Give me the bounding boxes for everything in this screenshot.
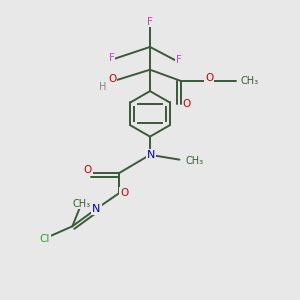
Text: N: N xyxy=(147,150,155,160)
Text: F: F xyxy=(176,55,182,65)
Text: H: H xyxy=(99,82,106,92)
Text: N: N xyxy=(92,204,101,214)
Text: CH₃: CH₃ xyxy=(241,76,259,86)
Text: F: F xyxy=(109,53,115,63)
Text: O: O xyxy=(182,100,191,110)
Text: CH₃: CH₃ xyxy=(185,156,203,166)
Text: O: O xyxy=(205,73,214,83)
Text: O: O xyxy=(120,188,128,198)
Text: F: F xyxy=(147,16,153,26)
Text: Cl: Cl xyxy=(40,234,50,244)
Text: CH₃: CH₃ xyxy=(73,199,91,208)
Text: O: O xyxy=(108,74,117,84)
Text: O: O xyxy=(84,165,92,175)
